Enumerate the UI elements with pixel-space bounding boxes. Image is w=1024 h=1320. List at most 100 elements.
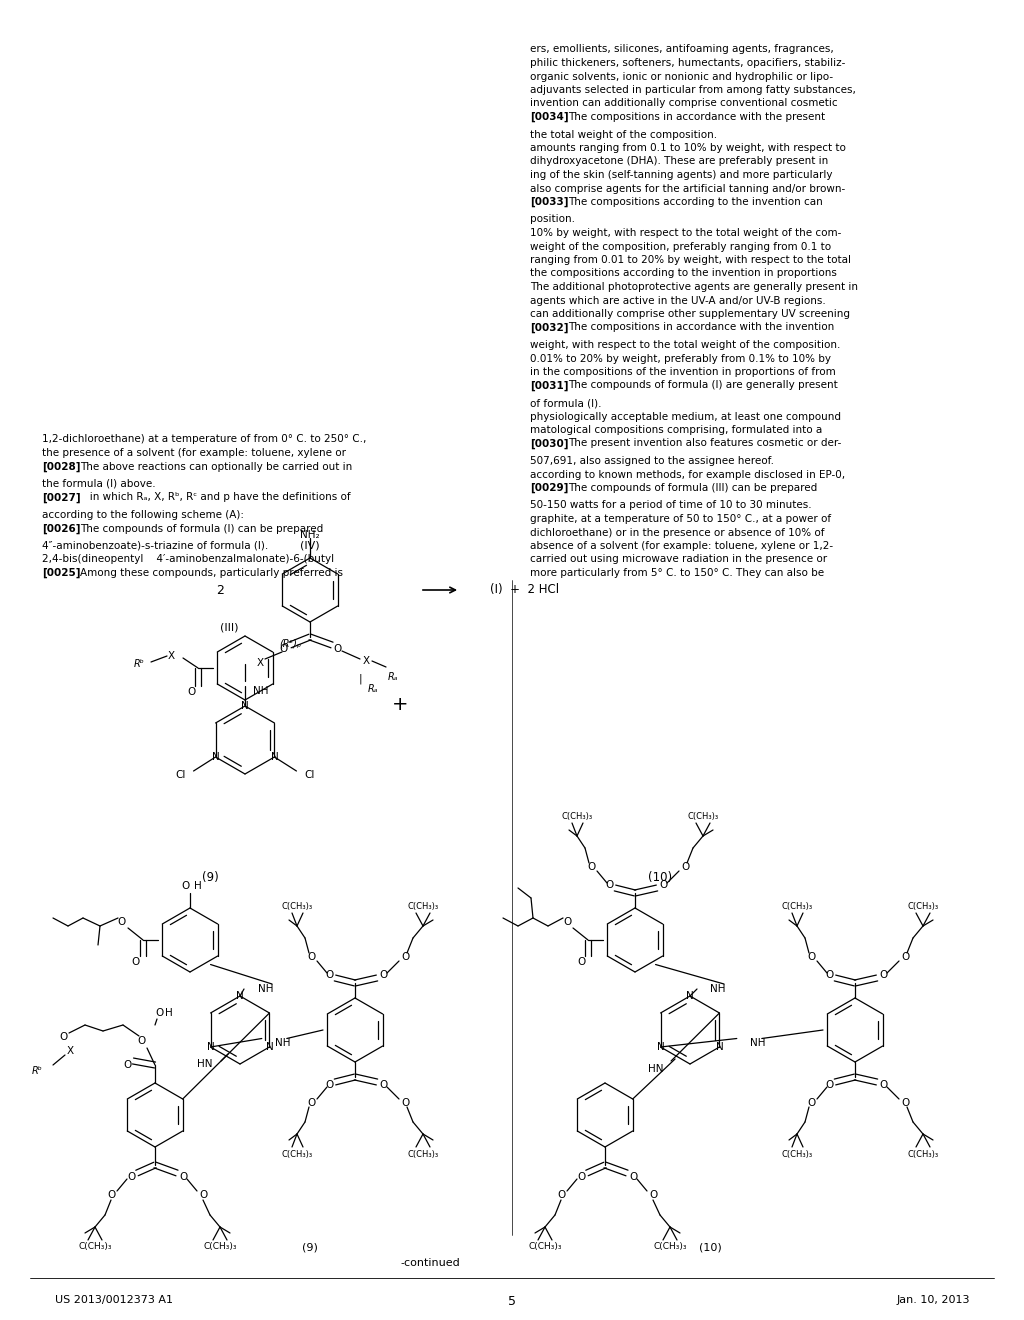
- Text: Among these compounds, particularly preferred is: Among these compounds, particularly pref…: [80, 568, 343, 578]
- Text: O: O: [58, 1032, 68, 1041]
- Text: C(CH₃)₃: C(CH₃)₃: [282, 1150, 312, 1159]
- Text: of formula (I).: of formula (I).: [530, 399, 601, 408]
- Text: O: O: [400, 1098, 410, 1107]
- Text: physiologically acceptable medium, at least one compound: physiologically acceptable medium, at le…: [530, 412, 841, 421]
- Text: O: O: [106, 1191, 115, 1200]
- Text: X: X: [168, 651, 175, 661]
- Text: O: O: [199, 1191, 207, 1200]
- Text: O: O: [629, 1172, 637, 1181]
- Text: C(CH₃)₃: C(CH₃)₃: [408, 1150, 438, 1159]
- Text: the formula (I) above.: the formula (I) above.: [42, 479, 156, 488]
- Text: NH₂: NH₂: [300, 531, 319, 540]
- Text: ranging from 0.01 to 20% by weight, with respect to the total: ranging from 0.01 to 20% by weight, with…: [530, 255, 851, 265]
- Text: |: |: [358, 673, 361, 684]
- Text: (Rᶜ)ₚ: (Rᶜ)ₚ: [279, 638, 301, 648]
- Text: C(CH₃)₃: C(CH₃)₃: [282, 902, 312, 911]
- Text: C(CH₃)₃: C(CH₃)₃: [653, 1242, 687, 1251]
- Text: 2,4-bis(dineopentyl    4′-aminobenzalmalonate)-6-(butyl: 2,4-bis(dineopentyl 4′-aminobenzalmalona…: [42, 554, 334, 565]
- Text: O: O: [681, 862, 689, 873]
- Text: (9): (9): [202, 871, 218, 884]
- Text: +: +: [392, 696, 409, 714]
- Text: 4″-aminobenzoate)-s-triazine of formula (I).: 4″-aminobenzoate)-s-triazine of formula …: [42, 541, 268, 550]
- Text: O: O: [280, 644, 288, 653]
- Text: O: O: [132, 957, 140, 968]
- Text: O: O: [118, 917, 126, 927]
- Text: graphite, at a temperature of 50 to 150° C., at a power of: graphite, at a temperature of 50 to 150°…: [530, 513, 831, 524]
- Text: C(CH₃)₃: C(CH₃)₃: [781, 902, 813, 911]
- Text: The above reactions can optionally be carried out in: The above reactions can optionally be ca…: [80, 462, 352, 471]
- Text: O: O: [577, 1172, 585, 1181]
- Text: N: N: [270, 752, 279, 762]
- Text: NH: NH: [710, 983, 725, 994]
- Text: O: O: [379, 1080, 387, 1090]
- Text: The compounds of formula (I) are generally present: The compounds of formula (I) are general…: [568, 380, 838, 391]
- Text: N: N: [656, 1041, 665, 1052]
- Text: in the compositions of the invention in proportions of from: in the compositions of the invention in …: [530, 367, 836, 378]
- Text: C(CH₃)₃: C(CH₃)₃: [408, 902, 438, 911]
- Text: O: O: [179, 1172, 187, 1181]
- Text: O: O: [186, 686, 196, 697]
- Text: Rₐ: Rₐ: [368, 684, 379, 694]
- Text: NH: NH: [253, 686, 268, 696]
- Text: H: H: [165, 1008, 173, 1018]
- Text: [0032]: [0032]: [530, 322, 568, 333]
- Text: O: O: [307, 1098, 315, 1107]
- Text: The additional photoprotective agents are generally present in: The additional photoprotective agents ar…: [530, 282, 858, 292]
- Text: The compositions according to the invention can: The compositions according to the invent…: [568, 197, 822, 207]
- Text: Jan. 10, 2013: Jan. 10, 2013: [896, 1295, 970, 1305]
- Text: O: O: [325, 970, 333, 979]
- Text: N: N: [716, 1041, 723, 1052]
- Text: O: O: [605, 880, 613, 890]
- Text: Cl: Cl: [304, 770, 314, 780]
- Text: (III): (III): [220, 623, 239, 634]
- Text: [0025]: [0025]: [42, 568, 81, 578]
- Text: H: H: [195, 880, 202, 891]
- Text: O: O: [879, 970, 887, 979]
- Text: O: O: [879, 1080, 887, 1090]
- Text: [0026]: [0026]: [42, 524, 81, 533]
- Text: amounts ranging from 0.1 to 10% by weight, with respect to: amounts ranging from 0.1 to 10% by weigh…: [530, 143, 846, 153]
- Text: N: N: [207, 1041, 214, 1052]
- Text: O: O: [587, 862, 595, 873]
- Text: matological compositions comprising, formulated into a: matological compositions comprising, for…: [530, 425, 822, 436]
- Text: 2: 2: [216, 583, 224, 597]
- Text: C(CH₃)₃: C(CH₃)₃: [528, 1242, 562, 1251]
- Text: 5: 5: [508, 1295, 516, 1308]
- Text: philic thickeners, softeners, humectants, opacifiers, stabiliz-: philic thickeners, softeners, humectants…: [530, 58, 846, 69]
- Text: O: O: [307, 952, 315, 962]
- Text: US 2013/0012373 A1: US 2013/0012373 A1: [55, 1295, 173, 1305]
- Text: according to the following scheme (A):: according to the following scheme (A):: [42, 510, 244, 520]
- Text: The compounds of formula (III) can be prepared: The compounds of formula (III) can be pr…: [568, 483, 817, 492]
- Text: [0029]: [0029]: [530, 483, 568, 494]
- Text: N: N: [237, 991, 244, 1001]
- Text: O: O: [155, 1008, 163, 1018]
- Text: [0027]: [0027]: [42, 492, 81, 503]
- Text: O: O: [123, 1060, 131, 1071]
- Text: [0034]: [0034]: [530, 112, 568, 123]
- Text: N: N: [686, 991, 694, 1001]
- Text: O: O: [825, 970, 834, 979]
- Text: in which Rₐ, X, Rᵇ, Rᶜ and p have the definitions of: in which Rₐ, X, Rᵇ, Rᶜ and p have the de…: [80, 492, 350, 503]
- Text: HN: HN: [647, 1064, 664, 1074]
- Text: O: O: [325, 1080, 333, 1090]
- Text: more particularly from 5° C. to 150° C. They can also be: more particularly from 5° C. to 150° C. …: [530, 568, 824, 578]
- Text: carried out using microwave radiation in the presence or: carried out using microwave radiation in…: [530, 554, 827, 565]
- Text: [0030]: [0030]: [530, 438, 568, 449]
- Text: O: O: [137, 1036, 145, 1045]
- Text: O: O: [901, 1098, 909, 1107]
- Text: [0033]: [0033]: [530, 197, 568, 207]
- Text: organic solvents, ionic or nonionic and hydrophilic or lipo-: organic solvents, ionic or nonionic and …: [530, 71, 834, 82]
- Text: -continued: -continued: [400, 1258, 460, 1269]
- Text: O: O: [901, 952, 909, 962]
- Text: The compositions in accordance with the invention: The compositions in accordance with the …: [568, 322, 835, 333]
- Text: 1,2-dichloroethane) at a temperature of from 0° C. to 250° C.,: 1,2-dichloroethane) at a temperature of …: [42, 434, 367, 445]
- Text: Rₐ: Rₐ: [388, 672, 398, 682]
- Text: 50-150 watts for a period of time of 10 to 30 minutes.: 50-150 watts for a period of time of 10 …: [530, 500, 812, 511]
- Text: dichloroethane) or in the presence or absence of 10% of: dichloroethane) or in the presence or ab…: [530, 528, 824, 537]
- Text: [0028]: [0028]: [42, 462, 81, 471]
- Text: invention can additionally comprise conventional cosmetic: invention can additionally comprise conv…: [530, 99, 838, 108]
- Text: NH: NH: [258, 983, 273, 994]
- Text: C(CH₃)₃: C(CH₃)₃: [203, 1242, 237, 1251]
- Text: absence of a solvent (for example: toluene, xylene or 1,2-: absence of a solvent (for example: tolue…: [530, 541, 834, 550]
- Text: C(CH₃)₃: C(CH₃)₃: [907, 902, 939, 911]
